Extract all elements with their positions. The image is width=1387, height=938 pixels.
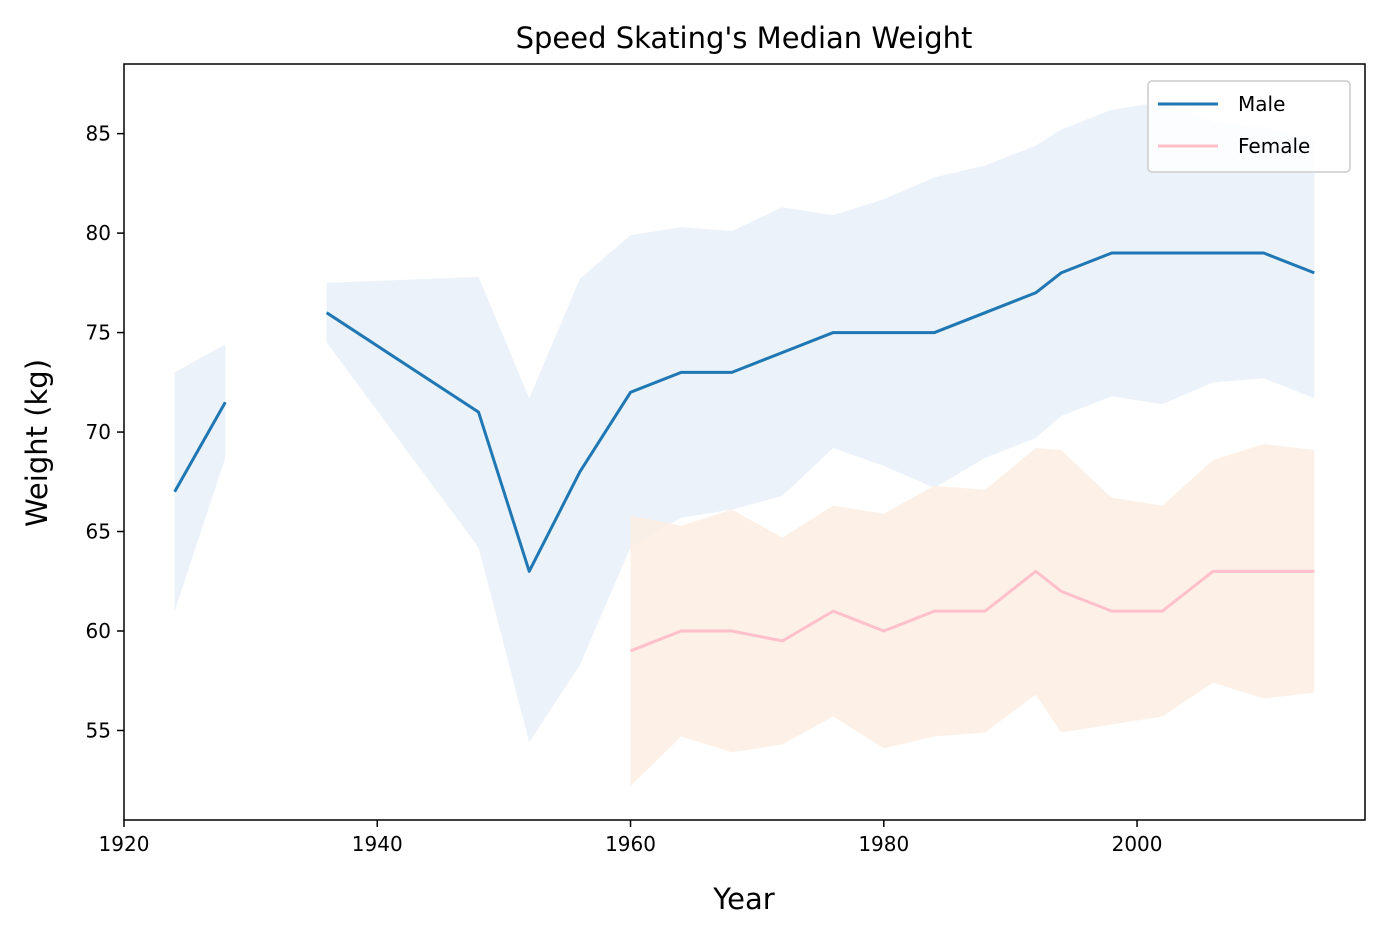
- male-band-0: [174, 344, 226, 612]
- y-tick-label: 60: [86, 619, 111, 643]
- female-line-0: [629, 569, 1315, 653]
- x-axis: 1920 1940 1960 1980 2000: [99, 820, 1163, 856]
- x-tick-label: 1980: [858, 832, 909, 856]
- y-tick-label: 75: [86, 321, 111, 345]
- legend: Male Female: [1147, 80, 1351, 173]
- series-lines: [173, 251, 1315, 653]
- x-tick-label: 1940: [352, 832, 403, 856]
- y-axis-title: Weight (kg): [20, 359, 54, 527]
- y-tick-label: 70: [86, 420, 111, 444]
- y-axis: 55 60 65 70 75 80 85: [86, 122, 124, 742]
- x-tick-label: 2000: [1112, 832, 1163, 856]
- male-band-1: [326, 101, 1315, 743]
- x-axis-title: Year: [712, 882, 774, 916]
- x-tick-label: 1920: [99, 832, 150, 856]
- legend-label-female: Female: [1238, 134, 1310, 158]
- male-line-1: [325, 251, 1315, 573]
- chart-title: Speed Skating's Median Weight: [516, 21, 973, 55]
- plot-area-frame: [123, 63, 1366, 821]
- x-tick-label: 1960: [605, 832, 656, 856]
- y-tick-label: 80: [86, 221, 111, 245]
- y-tick-label: 55: [86, 718, 111, 742]
- legend-label-male: Male: [1238, 92, 1285, 116]
- y-tick-label: 85: [86, 122, 111, 146]
- confidence-bands: [174, 101, 1315, 787]
- female-band-0: [630, 443, 1315, 787]
- y-tick-label: 65: [86, 520, 111, 544]
- male-line-0: [173, 401, 227, 493]
